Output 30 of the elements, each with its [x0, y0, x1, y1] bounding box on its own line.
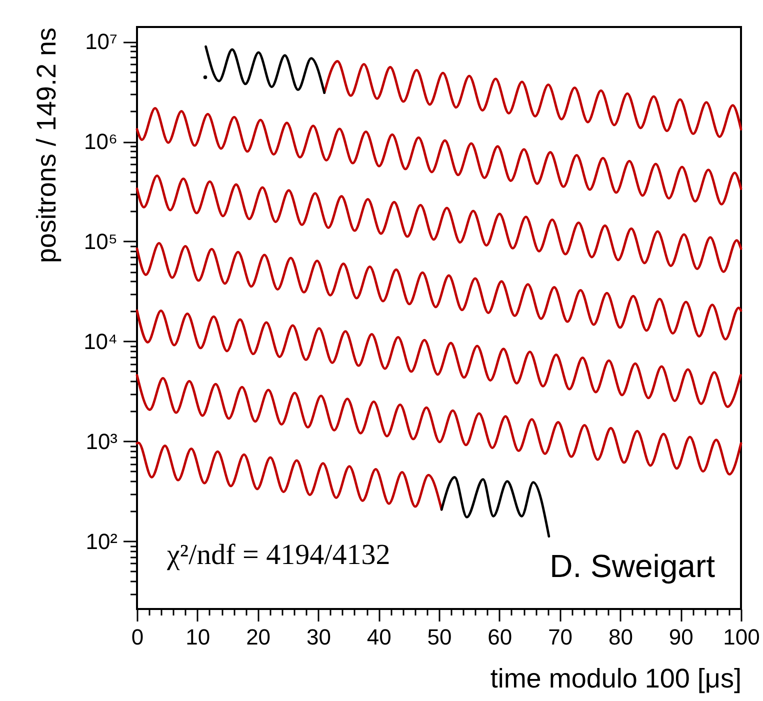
annotation: χ²/ndf = 4194/4132 — [166, 539, 390, 571]
x-tick-label: 20 — [246, 624, 271, 650]
x-tick-label: 40 — [366, 624, 392, 650]
x-tick-label: 50 — [427, 624, 452, 650]
annotation: D. Sweigart — [550, 548, 716, 584]
x-tick-label: 30 — [306, 624, 331, 650]
y-tick-label: 10³ — [86, 428, 118, 454]
line-series — [136, 309, 742, 408]
line-series — [440, 476, 550, 538]
line-series — [136, 174, 742, 273]
x-tick-label: 90 — [668, 624, 694, 650]
x-tick-label: 0 — [131, 624, 144, 650]
line-series — [136, 442, 443, 511]
x-tick-label: 10 — [186, 624, 210, 650]
line-series — [136, 242, 742, 340]
x-tick-label: 70 — [548, 624, 573, 650]
line-series — [136, 374, 742, 476]
y-tick-label: 10⁷ — [85, 29, 118, 54]
line-series — [204, 45, 326, 94]
line-series — [136, 107, 742, 206]
y-tick-label: 10⁵ — [84, 228, 118, 254]
x-tick-label: 80 — [608, 624, 633, 650]
x-axis-title: time modulo 100 [μs] — [490, 664, 742, 694]
y-tick-label: 10⁴ — [84, 328, 118, 354]
y-tick-label: 10⁶ — [84, 129, 118, 154]
x-tick-label: 60 — [488, 624, 512, 650]
y-tick-label: 10² — [86, 528, 118, 554]
line-series — [323, 60, 742, 138]
x-tick-label: 100 — [723, 624, 760, 650]
y-axis-title: positrons / 149.2 ns — [32, 28, 62, 264]
